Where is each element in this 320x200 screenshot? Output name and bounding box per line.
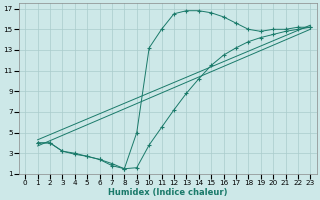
X-axis label: Humidex (Indice chaleur): Humidex (Indice chaleur) (108, 188, 228, 197)
